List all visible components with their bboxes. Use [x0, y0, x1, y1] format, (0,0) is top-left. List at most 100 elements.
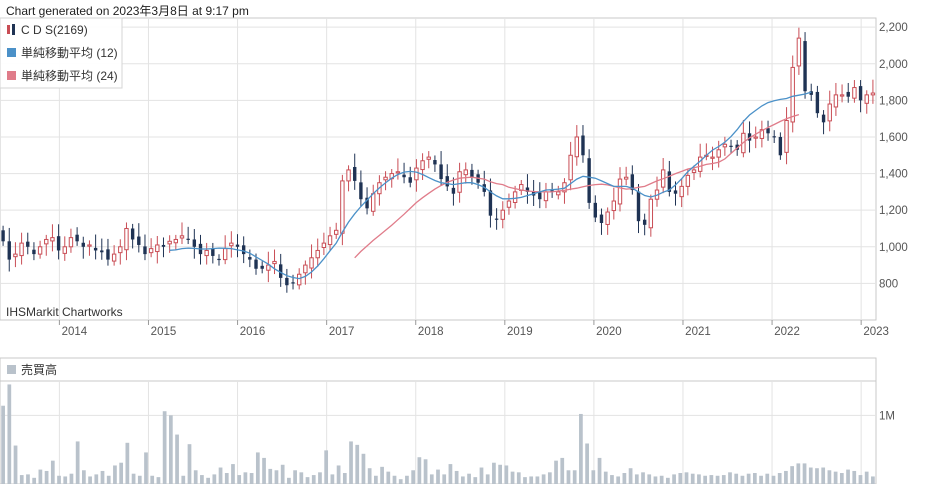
x-tick-label: 2014 [62, 326, 88, 338]
volume-bar [224, 473, 229, 484]
x-tick-label: 2019 [507, 326, 533, 338]
candle [833, 82, 839, 116]
legend-swatch-sma12 [7, 48, 16, 57]
candle [796, 27, 802, 75]
candle [395, 158, 401, 180]
candle [56, 224, 61, 260]
volume-bar [168, 415, 173, 484]
candle [470, 163, 474, 185]
volume-bar [591, 470, 596, 484]
candle [506, 193, 512, 215]
candle [383, 171, 388, 191]
candle [846, 82, 850, 103]
volume-bar [75, 441, 80, 484]
volume-bar [311, 475, 316, 484]
volume-bar [417, 457, 422, 484]
volume-bar [821, 467, 826, 484]
candle [858, 80, 863, 113]
candle [173, 234, 179, 251]
volume-bar [1, 405, 5, 484]
candle [143, 234, 147, 261]
price-panel-frame [0, 17, 877, 321]
price-y-tick-label: 1,400 [879, 169, 908, 181]
volume-bar [833, 471, 838, 484]
volume-bar [82, 470, 86, 484]
legend-box [0, 17, 123, 89]
candle [538, 182, 542, 209]
volume-bar [231, 464, 235, 484]
candle [617, 167, 623, 212]
volume-bar [666, 477, 670, 484]
volume-bar [523, 477, 527, 484]
volume-bar [106, 475, 111, 484]
volume-bar [13, 445, 18, 484]
volume-bar [193, 470, 198, 484]
candle [93, 234, 98, 260]
candle [260, 261, 264, 274]
candle [679, 178, 684, 208]
volume-bar [684, 472, 689, 484]
volume-bar [566, 470, 571, 484]
legend: C D S(2169) 単純移動平均 (12) 単純移動平均 (24) [0, 17, 123, 89]
volume-title: 売買高 [21, 362, 57, 377]
candle [463, 162, 468, 184]
volume-bar [709, 475, 714, 484]
candle [32, 242, 36, 261]
candle [353, 153, 357, 190]
volume-bar [32, 477, 37, 484]
legend-label-sma12: 単純移動平均 (12) [21, 46, 118, 60]
volume-bar [94, 474, 99, 484]
candle [7, 227, 11, 272]
candle [451, 177, 456, 206]
price-y-axis: 800 1,000 1,200 1,400 1,600 1,800 2,000 2,200 [879, 22, 908, 290]
volume-y-axis: 1M [879, 410, 895, 422]
volume-bar [293, 470, 297, 484]
candle [556, 185, 561, 200]
volume-bar [255, 452, 260, 484]
candle [266, 251, 271, 283]
volume-bar [206, 477, 210, 484]
volume-bar [585, 443, 589, 484]
candle [803, 32, 807, 99]
candle [235, 234, 240, 258]
volume-bar [243, 472, 248, 484]
candle [821, 110, 826, 135]
price-x-axis: 2014 2015 2016 2017 2018 2019 2020 2021 2022 2023 [58, 320, 889, 338]
x-tick-label: 2022 [774, 326, 800, 338]
volume-bar [541, 474, 546, 484]
volume-bar [57, 475, 61, 484]
volume-bar [7, 384, 12, 484]
price-y-tick-label: 1,800 [879, 95, 908, 107]
volume-bar [88, 476, 92, 484]
volume-bar [603, 471, 608, 484]
volume-bar [355, 444, 360, 484]
volume-bar [846, 469, 850, 484]
volume-bar [237, 475, 242, 484]
volume-bar [175, 434, 179, 484]
volume-bar [374, 475, 378, 484]
volume-bar [436, 469, 440, 484]
volume-bar [268, 468, 273, 484]
candle [729, 139, 733, 154]
volume-bar [728, 472, 732, 484]
candle [648, 194, 654, 237]
candle [248, 249, 252, 268]
volume-bar [467, 473, 471, 484]
candle [772, 130, 776, 144]
volume-bar [249, 473, 254, 484]
volume-bar [752, 473, 757, 484]
candle [753, 126, 758, 149]
volume-legend-swatch [7, 365, 16, 374]
candle [62, 236, 67, 261]
volume-bar [479, 467, 484, 484]
candle [574, 125, 579, 166]
volume-bar [492, 462, 496, 484]
candle [414, 159, 419, 192]
volume-series [1, 384, 875, 484]
volume-bar [44, 470, 49, 484]
candle [334, 222, 339, 239]
candle [716, 140, 721, 168]
candle [870, 79, 876, 104]
volume-panel-frame [0, 357, 877, 484]
